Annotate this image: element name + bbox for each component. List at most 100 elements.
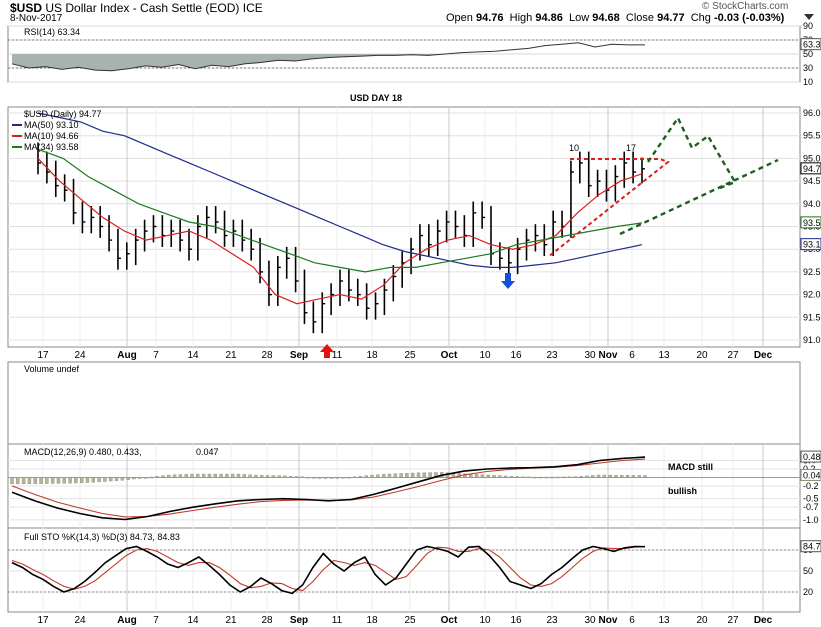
x-tick-label: 25 <box>404 350 416 361</box>
x-tick-label-bottom: 28 <box>261 615 273 626</box>
macd-annotation-line2: bullish <box>668 486 697 496</box>
macd-histogram-bar <box>306 476 310 479</box>
price-value-box <box>800 162 821 175</box>
macd-tick-label: -0.5 <box>803 494 819 504</box>
macd-histogram-bar <box>68 477 72 484</box>
x-tick-label-bottom: Sep <box>290 615 308 626</box>
x-tick-label: 11 <box>332 350 343 361</box>
macd-histogram-bar <box>503 475 508 478</box>
macd-histogram-bar <box>74 477 78 484</box>
macd-histogram-bar <box>596 474 601 478</box>
macd-histogram-bar <box>294 476 299 478</box>
macd-histogram-bar <box>143 477 148 479</box>
macd-histogram-bar <box>561 476 566 479</box>
price-value-label: 93.5 <box>803 218 821 228</box>
sto-k-line <box>11 545 646 595</box>
macd-histogram-bar <box>172 474 177 478</box>
x-tick-label-bottom: 11 <box>332 615 343 626</box>
usd-day-annotation: USD DAY 18 <box>350 93 402 103</box>
macd-histogram-bar <box>312 477 316 479</box>
macd-histogram-bar <box>422 472 427 478</box>
cycle-label-10: 10 <box>569 143 579 153</box>
chevron-down-icon[interactable] <box>804 14 814 20</box>
macd-histogram-bar <box>521 476 525 478</box>
stochastic-chart: 205080Full STO %K(14,3) %D(3) 84.73, 84.… <box>8 532 821 597</box>
macd-histogram-bar <box>376 474 380 478</box>
sto-tick-label: 50 <box>803 566 813 576</box>
macd-annotation-line1: MACD still <box>668 462 713 472</box>
price-title: $USD (Daily) 94.77 <box>24 109 102 119</box>
x-tick-label-bottom: Oct <box>441 615 458 626</box>
macd-histogram-bar <box>550 476 554 479</box>
x-tick-label: 7 <box>153 350 159 361</box>
macd-histogram-bar <box>335 477 339 479</box>
macd-histogram-bar <box>109 477 113 482</box>
macd-histogram-bar <box>260 475 264 478</box>
macd-histogram-bar <box>201 473 206 478</box>
macd-histogram-bar <box>155 476 159 478</box>
price-value-label: 94.7 <box>803 164 821 174</box>
volume-title: Volume undef <box>24 364 80 374</box>
macd-histogram-bar <box>509 476 514 478</box>
macd-histogram-bar <box>364 475 368 478</box>
symbol: $USD <box>10 1 43 15</box>
rsi-tick-label: 30 <box>803 63 813 73</box>
macd-histogram-bar <box>556 476 560 479</box>
x-tick-label-bottom: Aug <box>117 615 136 626</box>
x-tick-label-bottom: Dec <box>754 615 773 626</box>
x-tick-label-bottom: 13 <box>658 615 670 626</box>
macd-histogram-bar <box>538 476 543 479</box>
macd-histogram-bar <box>591 475 595 478</box>
macd-histogram-bar <box>289 475 293 478</box>
rsi-title: RSI(14) 63.34 <box>24 27 80 37</box>
macd-histogram-bar <box>643 475 647 478</box>
macd-histogram-bar <box>149 476 154 479</box>
x-tick-label: 20 <box>696 350 708 361</box>
macd-histogram-bar <box>486 474 490 478</box>
macd-histogram-bar <box>103 477 107 482</box>
macd-tick-label: -1.0 <box>803 515 819 525</box>
price-tick-label: 95.0 <box>803 153 821 163</box>
ma10-line <box>37 157 643 305</box>
macd-histogram-bar <box>277 475 281 478</box>
macd-histogram-bar <box>283 475 287 478</box>
macd-histogram-bar <box>329 477 334 479</box>
macd-histogram-bar <box>271 475 276 478</box>
brand-watermark: © StockCharts.com <box>702 1 789 12</box>
x-tick-label: 16 <box>510 350 522 361</box>
macd-histogram-bar <box>242 474 246 478</box>
macd-histogram-bar <box>207 473 212 478</box>
x-axis: 17 17 24 24 Aug Aug 7 7 14 14 21 21 28 28 Sep Sep 11 11 18… <box>37 350 772 626</box>
macd-histogram-bar <box>167 474 171 478</box>
macd-histogram-bar <box>480 474 485 478</box>
macd-histogram-bar <box>184 474 188 478</box>
macd-hist-box <box>800 468 821 481</box>
x-tick-label-bottom: 10 <box>479 615 491 626</box>
macd-histogram-bar <box>21 477 26 485</box>
instrument-name: US Dollar Index - Cash Settle (EOD) <box>45 1 240 15</box>
sto-title: Full STO %K(14,3) %D(3) 84.73, 84.83 <box>24 532 180 542</box>
macd-histogram-bar <box>585 475 589 478</box>
up-arrow-icon-red <box>320 344 334 358</box>
sto-value-label: 84.7 <box>803 542 821 552</box>
macd-histogram-bar <box>323 477 328 479</box>
x-tick-label: 27 <box>727 350 739 361</box>
ohlc-summary: Open 94.76 High 94.86 Low 94.68 Close 94… <box>446 12 785 24</box>
x-tick-label-bottom: 14 <box>187 615 199 626</box>
macd-histogram-bar <box>10 477 14 485</box>
price-tick-label: 96.0 <box>803 108 821 118</box>
macd-histogram-bar <box>50 477 55 484</box>
price-tick-label: 92.0 <box>803 290 821 300</box>
x-tick-label-bottom: 23 <box>546 615 558 626</box>
ma34-legend: MA(34) 93.58 <box>24 142 79 152</box>
change-value: -0.03 (-0.03%) <box>713 12 785 24</box>
open-value: 94.76 <box>475 12 504 24</box>
macd-histogram-bar <box>573 476 578 478</box>
macd-histogram-bar <box>515 476 519 478</box>
macd-value-box <box>800 450 821 463</box>
macd-histogram-bar <box>631 475 636 478</box>
macd-hist-label: 0.04 <box>803 470 821 480</box>
macd-histogram-bar <box>492 475 496 478</box>
macd-histogram-bar <box>213 473 217 478</box>
x-tick-label: 17 <box>37 350 49 361</box>
